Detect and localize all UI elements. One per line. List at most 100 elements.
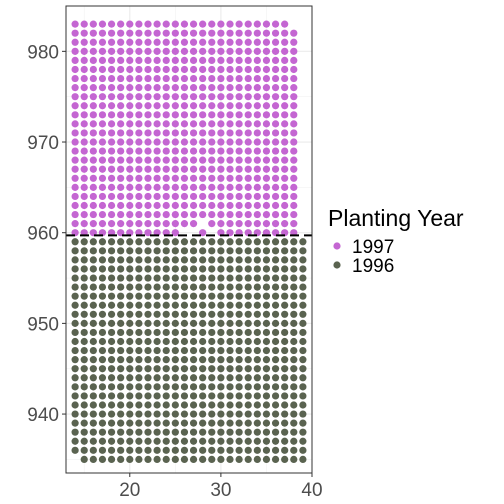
data-point [180,29,189,37]
data-point [135,392,143,400]
data-point [153,129,161,137]
data-point [98,65,107,74]
data-point [117,328,125,337]
data-point [144,183,152,191]
y-tick-label: 980 [27,42,59,63]
data-point [199,192,207,201]
data-point [180,428,189,436]
data-point [244,283,252,291]
data-point [144,319,152,327]
data-point [144,29,152,37]
data-point [80,138,88,146]
data-point [171,428,179,436]
data-point [217,93,225,101]
data-point [281,56,289,65]
data-point [244,183,252,191]
data-point [162,401,170,409]
data-point [235,84,243,92]
data-point [80,301,88,309]
data-point [189,356,198,364]
data-point [80,220,88,228]
data-point [107,129,116,137]
data-point [281,29,289,37]
data-point [180,93,189,101]
data-point [98,256,107,264]
data-point [171,220,179,228]
data-point [262,29,271,37]
data-point [208,111,216,119]
data-point [162,129,170,137]
data-point [299,374,307,382]
data-point [171,256,179,264]
data-point [144,165,152,173]
data-point [271,38,280,46]
data-point [262,301,271,309]
data-point [217,74,225,83]
data-point [153,20,161,28]
data-point [262,56,271,65]
data-point [153,428,161,436]
data-point [208,455,216,463]
data-point [226,392,234,400]
data-point [189,111,198,119]
data-point [144,102,152,110]
data-point [244,93,252,101]
data-point [290,147,298,155]
data-point [117,337,125,346]
data-point [153,210,161,219]
data-point [180,138,189,146]
data-point [189,446,198,454]
data-point [135,129,143,137]
data-point [144,401,152,409]
data-point [217,210,225,219]
data-point [89,365,97,373]
data-point [262,111,271,119]
data-point [162,328,170,337]
data-point [235,446,243,454]
data-point [299,346,307,355]
data-point [189,337,198,346]
data-point [107,401,116,409]
data-point [71,383,79,391]
data-point [107,111,116,119]
data-point [271,383,280,391]
data-point [299,428,307,436]
data-point [144,292,152,300]
data-point [208,410,216,418]
data-point [117,210,125,219]
data-point [89,392,97,400]
data-point [271,319,280,327]
data-point [171,174,179,182]
data-point [98,383,107,391]
data-point [299,401,307,409]
data-point [189,383,198,391]
data-point [271,165,280,173]
data-point [253,310,261,318]
data-point [262,383,271,391]
data-point [180,283,189,291]
data-point [126,410,134,418]
data-point [126,392,134,400]
data-point [217,392,225,400]
data-point [107,165,116,173]
data-point [244,102,252,110]
data-point [290,111,298,119]
data-point [253,247,261,255]
data-point [180,401,189,409]
data-point [226,319,234,327]
data-point [226,74,234,83]
data-point [98,47,107,55]
data-point [117,47,125,55]
data-point [117,165,125,173]
data-point [171,337,179,346]
data-point [226,401,234,409]
data-point [208,419,216,427]
data-point [290,38,298,46]
data-point [107,93,116,101]
data-point [162,301,170,309]
data-point [226,192,234,201]
data-point [281,419,289,427]
data-point [217,129,225,137]
data-point [180,437,189,445]
data-point [71,93,79,101]
